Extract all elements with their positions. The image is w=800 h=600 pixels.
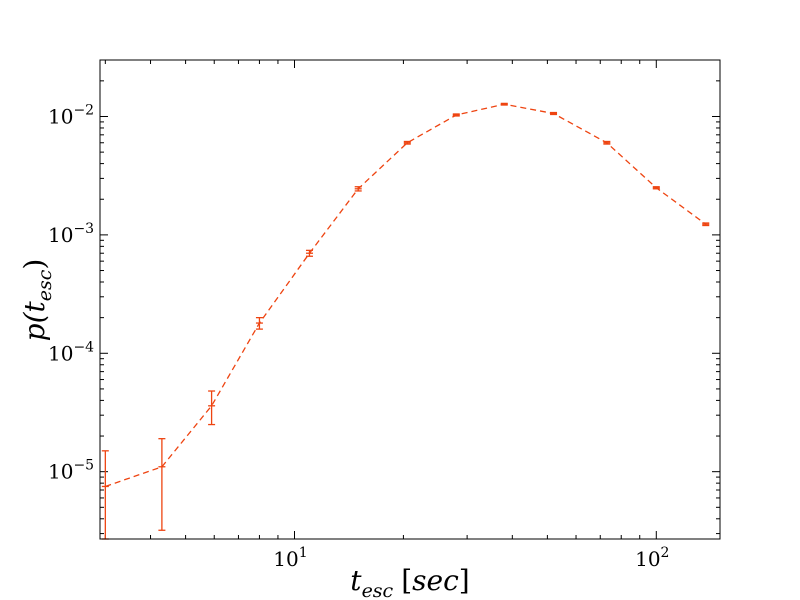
y-tick-label-exp: −5 [73, 458, 94, 474]
y-axis-label-close: ) [18, 259, 51, 270]
y-tick-label-exp: −2 [73, 102, 94, 118]
y-tick-label-base: 10 [48, 460, 73, 484]
y-tick-label: 10−3 [48, 221, 94, 247]
x-axis-label-sub: esc [362, 580, 394, 600]
x-axis-label-unit: sec [412, 564, 459, 597]
x-axis-label-main: t [350, 564, 362, 597]
y-tick-label-exp: −4 [73, 339, 94, 355]
y-axis-label: p(tesc) [18, 259, 56, 342]
x-tick-label-exp: 1 [299, 545, 308, 561]
y-tick-label-base: 10 [48, 104, 73, 128]
x-tick-label: 101 [273, 545, 307, 571]
data-layer [101, 102, 710, 540]
plot-frame [99, 59, 721, 540]
y-tick-label-base: 10 [48, 223, 73, 247]
y-tick-label-base: 10 [48, 341, 73, 365]
x-tick-label-base: 10 [635, 547, 660, 571]
y-tick-label: 10−4 [48, 339, 94, 365]
y-axis-label-sub: esc [34, 269, 56, 301]
x-tick-label: 102 [635, 545, 669, 571]
y-axis-label-main: p(t [18, 300, 51, 341]
x-tick-label-exp: 2 [661, 545, 670, 561]
y-tick-label: 10−2 [48, 102, 94, 128]
y-tick-label: 10−5 [48, 458, 94, 484]
x-axis-label: tesc [sec] [350, 564, 469, 600]
y-tick-label-exp: −3 [73, 221, 94, 237]
x-tick-label-base: 10 [273, 547, 298, 571]
